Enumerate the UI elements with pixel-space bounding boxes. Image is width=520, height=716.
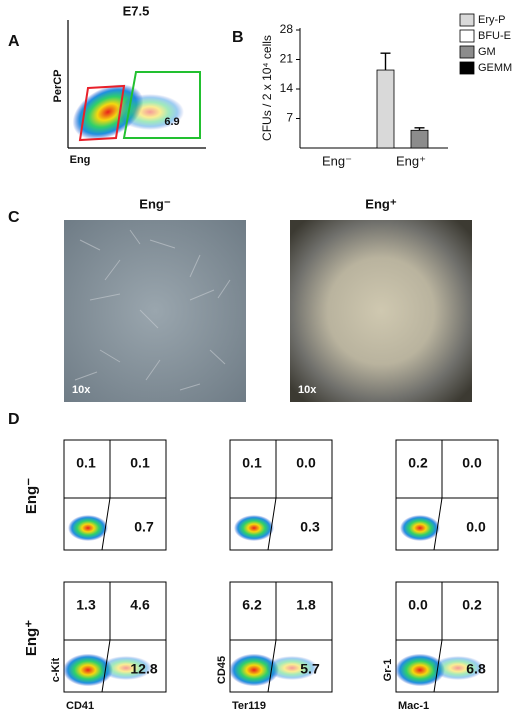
image-title: Eng⁺ — [365, 196, 397, 211]
gate-value: 6.9 — [164, 116, 179, 128]
row-label: Eng⁻ — [23, 478, 40, 514]
legend-label: BFU-E — [478, 30, 511, 42]
quadrant-value: 0.3 — [300, 519, 320, 535]
quadrant-value: 0.2 — [462, 597, 482, 613]
legend-swatch — [459, 29, 475, 43]
cell-texture — [74, 229, 231, 391]
quadrant-value: 12.8 — [130, 661, 157, 677]
dot-cloud — [68, 515, 108, 541]
y-axis-label: c-Kit — [50, 657, 62, 682]
y-axis-label: PerCP — [52, 69, 64, 102]
gate — [122, 71, 201, 139]
error-bar — [414, 127, 425, 131]
quadrant-value: 0.0 — [408, 597, 428, 613]
quadrant-lines — [396, 582, 498, 693]
panel-label: D — [8, 411, 20, 428]
quadrant-lines — [230, 440, 332, 551]
quadrant-value: 5.7 — [300, 661, 320, 677]
dot-cloud — [100, 656, 152, 680]
quadrant-value: 0.0 — [296, 455, 316, 471]
legend-swatch — [459, 45, 475, 59]
x-axis-label: Eng — [70, 154, 91, 166]
y-tick-label: 21 — [280, 52, 294, 66]
quadrant-lines — [230, 582, 332, 693]
quadrant-value: 4.6 — [130, 597, 150, 613]
dot-cloud — [400, 515, 440, 541]
y-axis-label: Gr-1 — [382, 659, 394, 682]
magnification: 10x — [72, 384, 91, 396]
dot-cloud — [229, 653, 279, 687]
x-axis-label: CD41 — [66, 700, 94, 712]
y-axis-label: CD45 — [216, 656, 228, 684]
dot-cloud — [116, 94, 184, 130]
quadrant-value: 0.0 — [462, 455, 482, 471]
quadrant-value: 0.0 — [466, 519, 486, 535]
flow-panels: D Eng⁻ 0.1 0.1 0.7 0.1 0.0 0.3 0.2 0.0 0.0 Eng⁺ 1.3… — [8, 411, 499, 712]
legend-swatch — [459, 61, 475, 75]
dot-cloud — [234, 515, 274, 541]
quadrant-value: 0.1 — [130, 455, 150, 471]
quadrant-lines — [64, 440, 166, 551]
image-title: Eng⁻ — [139, 196, 171, 211]
panel-label: C — [8, 209, 20, 226]
y-axis-label: CFUs / 2 x 10⁴ cells — [260, 35, 274, 141]
quadrant-value: 0.1 — [242, 455, 262, 471]
panel-label: A — [8, 33, 20, 50]
quadrant-lines — [396, 440, 498, 551]
gate — [78, 84, 126, 142]
legend-label: GM — [478, 46, 496, 58]
panel-label: B — [232, 29, 244, 46]
legend-swatch — [459, 13, 475, 27]
x-axis-label: Mac-1 — [398, 700, 429, 712]
x-axis-label: Ter119 — [232, 700, 266, 712]
y-tick-label: 14 — [280, 81, 294, 95]
bar-chart: B CFUs / 2 x 10⁴ cells 7 14 21 28 Eng⁻ Eng⁺ Er… — [232, 13, 512, 168]
magnification: 10x — [298, 384, 317, 396]
quadrant-value: 6.8 — [466, 661, 486, 677]
quadrant-value: 6.2 — [242, 597, 262, 613]
dot-cloud — [63, 653, 113, 687]
quadrant-lines — [64, 582, 166, 693]
quadrant-value: 1.3 — [76, 597, 96, 613]
row-label: Eng⁺ — [23, 620, 40, 656]
x-tick-label: Eng⁺ — [396, 153, 426, 168]
micrograph — [64, 220, 246, 402]
quadrant-value: 0.7 — [134, 519, 154, 535]
y-tick-label: 7 — [286, 111, 293, 125]
x-tick-label: Eng⁻ — [322, 153, 352, 168]
bar — [376, 69, 395, 149]
dot-cloud — [432, 656, 484, 680]
quadrant-value: 0.1 — [76, 455, 96, 471]
panel-title: E7.5 — [123, 3, 150, 18]
legend-label: Ery-P — [478, 14, 506, 26]
quadrant-value: 1.8 — [296, 597, 316, 613]
quadrant-value: 0.2 — [408, 455, 428, 471]
dot-cloud — [395, 653, 445, 687]
dot-cloud — [266, 656, 318, 680]
legend-label: GEMM — [478, 62, 512, 74]
error-bar — [380, 52, 391, 71]
y-tick-label: 28 — [280, 22, 294, 36]
micrograph — [290, 220, 472, 402]
bar — [410, 129, 429, 149]
